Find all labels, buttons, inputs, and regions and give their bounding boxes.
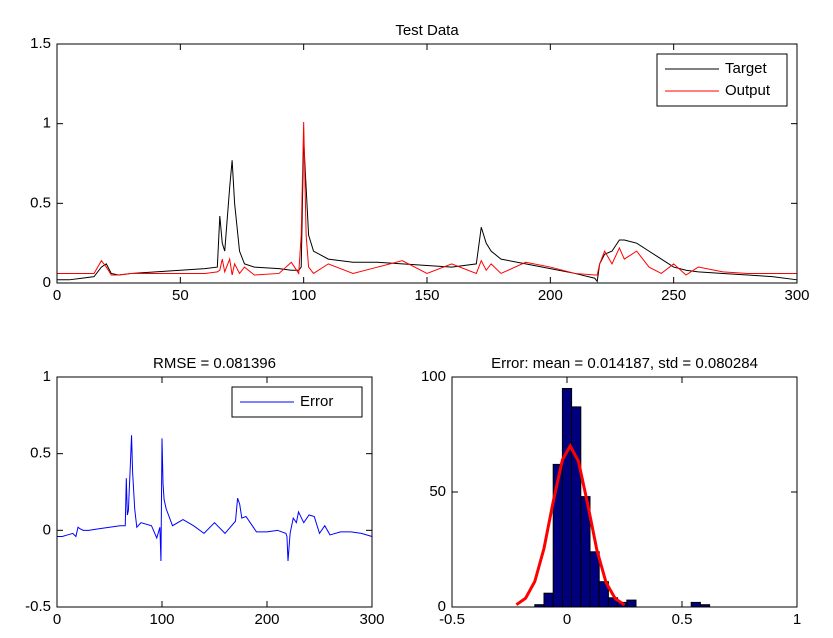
x-tick-label: 100 [291, 287, 316, 304]
x-tick-label: 300 [359, 611, 384, 628]
legend-label: Target [725, 60, 768, 77]
chart-title: RMSE = 0.081396 [153, 355, 276, 372]
chart-title: Test Data [395, 22, 459, 39]
histogram-bar [561, 388, 573, 608]
histogram-bar [690, 601, 701, 608]
y-tick-label: 50 [429, 483, 446, 500]
y-tick-label: 0.5 [30, 445, 51, 462]
y-tick-label: 1 [43, 115, 51, 132]
x-tick-label: 1 [793, 611, 801, 628]
axes-box [56, 376, 373, 608]
y-tick-label: 100 [421, 368, 446, 385]
x-tick-label: -0.5 [439, 611, 465, 628]
x-tick-label: 200 [538, 287, 563, 304]
y-tick-label: 1.5 [30, 35, 51, 52]
histogram-bar [626, 599, 637, 608]
legend-label: Error [300, 393, 333, 410]
x-tick-label: 150 [414, 287, 439, 304]
x-tick-label: 300 [784, 287, 809, 304]
x-tick-label: 0 [563, 611, 571, 628]
x-tick-label: 0.5 [672, 611, 693, 628]
data-line [57, 435, 373, 562]
x-tick-label: 200 [254, 611, 279, 628]
fit-curve [515, 442, 626, 607]
histogram-bar [543, 592, 554, 608]
axes-box [451, 376, 798, 608]
x-tick-label: 0 [53, 287, 61, 304]
data-line [57, 122, 797, 276]
data-line [57, 139, 798, 283]
histogram-bar [589, 551, 600, 608]
chart-title: Error: mean = 0.014187, std = 0.080284 [491, 355, 758, 372]
x-tick-label: 100 [149, 611, 174, 628]
y-tick-label: 0 [438, 598, 446, 615]
axes-box [56, 43, 798, 284]
x-tick-label: 50 [172, 287, 189, 304]
y-tick-label: 1 [43, 368, 51, 385]
histogram-bar [571, 406, 582, 608]
y-tick-label: 0 [43, 521, 51, 538]
legend-box [656, 53, 788, 107]
x-tick-label: 0 [53, 611, 61, 628]
y-tick-label: 0 [43, 274, 51, 291]
y-tick-label: -0.5 [25, 598, 51, 615]
plot-area [452, 377, 797, 607]
x-tick-label: 250 [661, 287, 686, 304]
legend-label: Output [725, 82, 771, 99]
y-tick-label: 0.5 [30, 194, 51, 211]
